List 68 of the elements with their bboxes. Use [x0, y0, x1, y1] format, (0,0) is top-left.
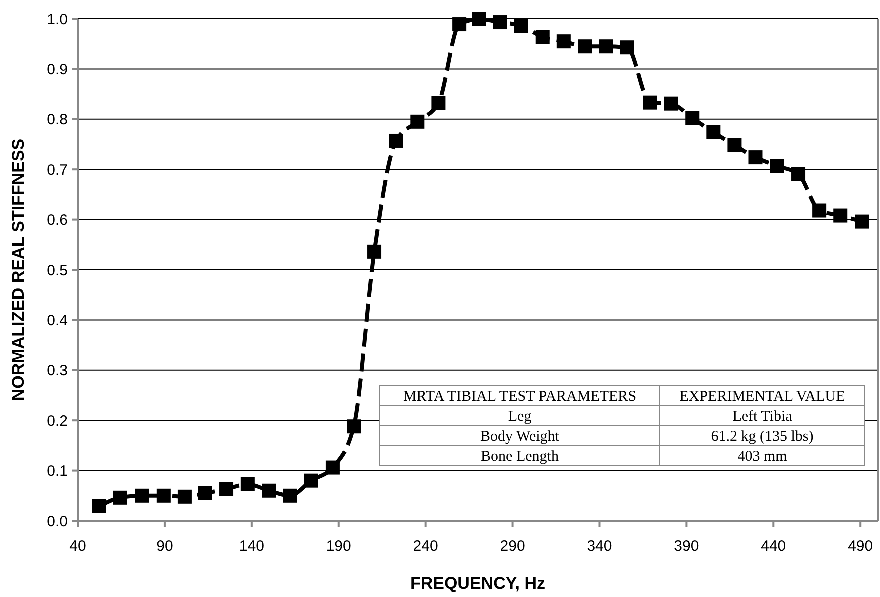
point — [792, 167, 806, 182]
x-tick-label: 440 — [761, 538, 786, 555]
point — [620, 40, 634, 55]
point — [686, 111, 700, 126]
y-tick-label: 1.0 — [47, 11, 68, 28]
x-tick-label: 40 — [70, 538, 86, 555]
y-tick-label: 0.1 — [47, 463, 68, 480]
x-tick-label: 90 — [156, 538, 174, 555]
x-tick-label: 340 — [587, 538, 612, 555]
point — [178, 490, 192, 504]
point — [92, 499, 106, 514]
point — [304, 474, 318, 488]
annotation: 61.2 kg (135 lbs) — [711, 429, 814, 445]
point — [706, 125, 721, 140]
annotation: Leg — [508, 409, 532, 425]
annotation: Left Tibia — [732, 409, 793, 425]
y-tick-label: 0.8 — [47, 112, 68, 129]
point — [262, 484, 276, 498]
y-tick-label: 0.6 — [47, 212, 68, 230]
x-tick-label: 190 — [326, 538, 352, 555]
point — [135, 488, 150, 503]
annotation: EXPERIMENTAL VALUE — [680, 389, 846, 405]
point — [536, 30, 550, 44]
y-tick-label: 0.4 — [47, 312, 68, 330]
point — [514, 19, 528, 34]
annotation: 403 mm — [738, 449, 788, 465]
point — [156, 488, 171, 503]
y-tick-label: 0.5 — [47, 262, 68, 280]
point — [410, 114, 425, 129]
point — [599, 40, 614, 54]
point — [556, 34, 571, 49]
y-tick-label: 0.0 — [47, 513, 68, 530]
point — [389, 134, 404, 148]
x-axis-title: FREQUENCY, Hz — [410, 574, 546, 593]
point — [855, 214, 870, 229]
annotation: Body Weight — [480, 429, 560, 445]
point — [578, 40, 592, 54]
point — [472, 12, 486, 26]
annotation: Bone Length — [481, 449, 560, 465]
y-axis-title: NORMALIZED REAL STIFFNESS — [9, 138, 28, 402]
y-tick-label: 0.7 — [47, 162, 68, 179]
point — [643, 96, 658, 110]
point — [326, 460, 340, 475]
x-tick-label: 290 — [500, 538, 526, 555]
x-tick-label: 140 — [239, 538, 264, 555]
point — [728, 138, 742, 153]
point — [368, 244, 382, 259]
x-tick-label: 390 — [674, 538, 700, 555]
x-tick-label: 490 — [848, 538, 874, 555]
point — [240, 477, 255, 492]
annotation: MRTA TIBIAL TEST PARAMETERS — [403, 389, 637, 405]
point — [770, 159, 784, 174]
point — [834, 208, 848, 223]
y-tick-label: 0.2 — [47, 412, 68, 430]
point — [113, 490, 128, 505]
y-tick-label: 0.9 — [47, 61, 68, 78]
point — [220, 482, 234, 496]
y-tick-label: 0.3 — [47, 362, 68, 380]
x-tick-label: 240 — [413, 538, 438, 555]
point — [748, 150, 763, 165]
point — [432, 96, 446, 110]
point — [664, 96, 678, 111]
point — [283, 488, 298, 503]
point — [452, 18, 467, 32]
point — [198, 486, 212, 500]
point — [347, 420, 361, 434]
point — [493, 16, 508, 30]
point — [812, 204, 827, 218]
